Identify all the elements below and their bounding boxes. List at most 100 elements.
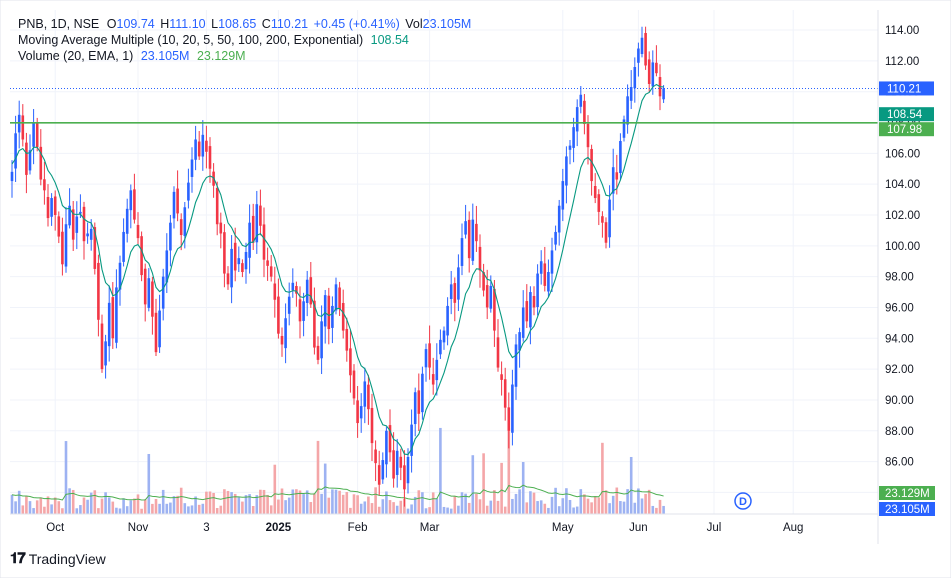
volume-bar [291, 489, 295, 514]
volume-bar [424, 508, 428, 514]
candle-body [568, 145, 572, 150]
candle-body [655, 62, 658, 74]
volume-bar [201, 503, 205, 514]
volume-bar [381, 499, 385, 514]
volume-bar [53, 497, 57, 514]
candle-body [75, 216, 79, 233]
volume-bar [302, 494, 305, 514]
volume-bar [597, 497, 601, 514]
candle-body [205, 140, 208, 152]
high-value: 111.10 [169, 17, 206, 31]
volume-bar [154, 498, 158, 514]
ma-label[interactable]: Moving Average Multiple (10, 20, 5, 50, … [18, 33, 364, 47]
volume-bar [410, 504, 413, 514]
candle-body [334, 284, 338, 311]
candle-body [413, 392, 417, 425]
volume-bar [518, 489, 521, 514]
candle-body [475, 223, 478, 242]
volume-bar [262, 489, 266, 514]
change-value: +0.45 (+0.41%) [313, 17, 400, 31]
candle-body [644, 32, 647, 66]
volume-bar [439, 427, 442, 514]
volume-bar [187, 506, 190, 514]
volume-bar [453, 496, 457, 514]
volume-bar [626, 489, 629, 514]
volume-bar [464, 493, 467, 514]
candle-body [226, 273, 230, 285]
dividend-marker[interactable]: D [734, 492, 752, 510]
candle-body [100, 323, 104, 370]
candle-body [118, 262, 122, 290]
price-axis[interactable]: 84.0086.0088.0090.0092.0094.0096.0098.00… [885, 25, 920, 499]
candle-body [176, 188, 179, 214]
candle-body [28, 150, 32, 171]
candle-body [298, 299, 302, 322]
volume-bar [82, 497, 86, 514]
candle-body [356, 400, 359, 424]
candle-body [273, 283, 277, 300]
volume-bar [179, 487, 183, 514]
candle-body [251, 215, 255, 243]
time-axis[interactable]: Oct Nov 3 2025 Feb Mar May Jun Jul Aug [46, 522, 803, 534]
volume-label[interactable]: Volume (20, EMA, 1) [18, 49, 134, 63]
candle-body [464, 221, 467, 235]
y-tick-label: 114.00 [885, 25, 919, 37]
x-tick-label: 2025 [266, 522, 292, 534]
candle-body [493, 288, 496, 331]
volume-bar [226, 490, 230, 514]
candle-body [557, 205, 561, 233]
volume-bar [14, 501, 17, 514]
candle-body [122, 231, 125, 262]
y-tick-label: 102.00 [885, 210, 920, 222]
footer-branding[interactable]: 𝟏𝟕 TradingView [10, 550, 106, 567]
volume-bar [219, 505, 223, 514]
candle-body [215, 187, 219, 225]
candle-body [241, 263, 244, 273]
volume-bar [554, 487, 557, 514]
candle-body [107, 302, 111, 347]
candle-body [201, 134, 205, 157]
volume-bar [143, 499, 147, 514]
volume-bar [377, 506, 381, 514]
price-tag-bg [879, 122, 934, 137]
volume-bar [97, 508, 100, 514]
price-tag-label: 108.54 [887, 109, 923, 121]
volume-bar [536, 501, 539, 514]
candle-body [611, 167, 615, 194]
candle-body [125, 208, 129, 234]
candle-body [579, 94, 583, 107]
volume-bar [75, 508, 79, 514]
volume-bar [151, 503, 154, 514]
volume-bar [161, 489, 165, 514]
volume-bar [374, 487, 377, 514]
volume-bar [550, 496, 554, 514]
y-tick-label: 96.00 [885, 302, 914, 314]
volume-bar [633, 502, 637, 514]
volume-ema-path [11, 484, 664, 501]
price-tag-bg [879, 107, 934, 122]
volume-bar [586, 498, 590, 514]
candle-body [338, 287, 341, 310]
volume-bar [629, 456, 633, 514]
candle-body [622, 119, 626, 138]
candle-body [604, 222, 608, 243]
candle-body [381, 460, 385, 480]
volume-bar [568, 499, 572, 514]
candle-body [403, 465, 406, 490]
candle-body [503, 379, 507, 408]
volume-bar [449, 508, 453, 514]
volume-bar [341, 494, 345, 514]
volume-bar [136, 494, 140, 514]
price-tags: 110.21 108.54 107.98 23.129M 23.105M [879, 81, 935, 516]
candle-body [237, 258, 241, 265]
volume-bar [446, 507, 449, 514]
high-label: H [160, 17, 170, 31]
volume-bar [125, 506, 129, 514]
volume-bar [255, 495, 259, 514]
volume-bar [662, 505, 665, 514]
candle-body [32, 122, 35, 147]
symbol-label[interactable]: PNB, 1D, NSE [18, 17, 100, 31]
candle-body [529, 292, 532, 328]
volume-bar [557, 506, 561, 514]
